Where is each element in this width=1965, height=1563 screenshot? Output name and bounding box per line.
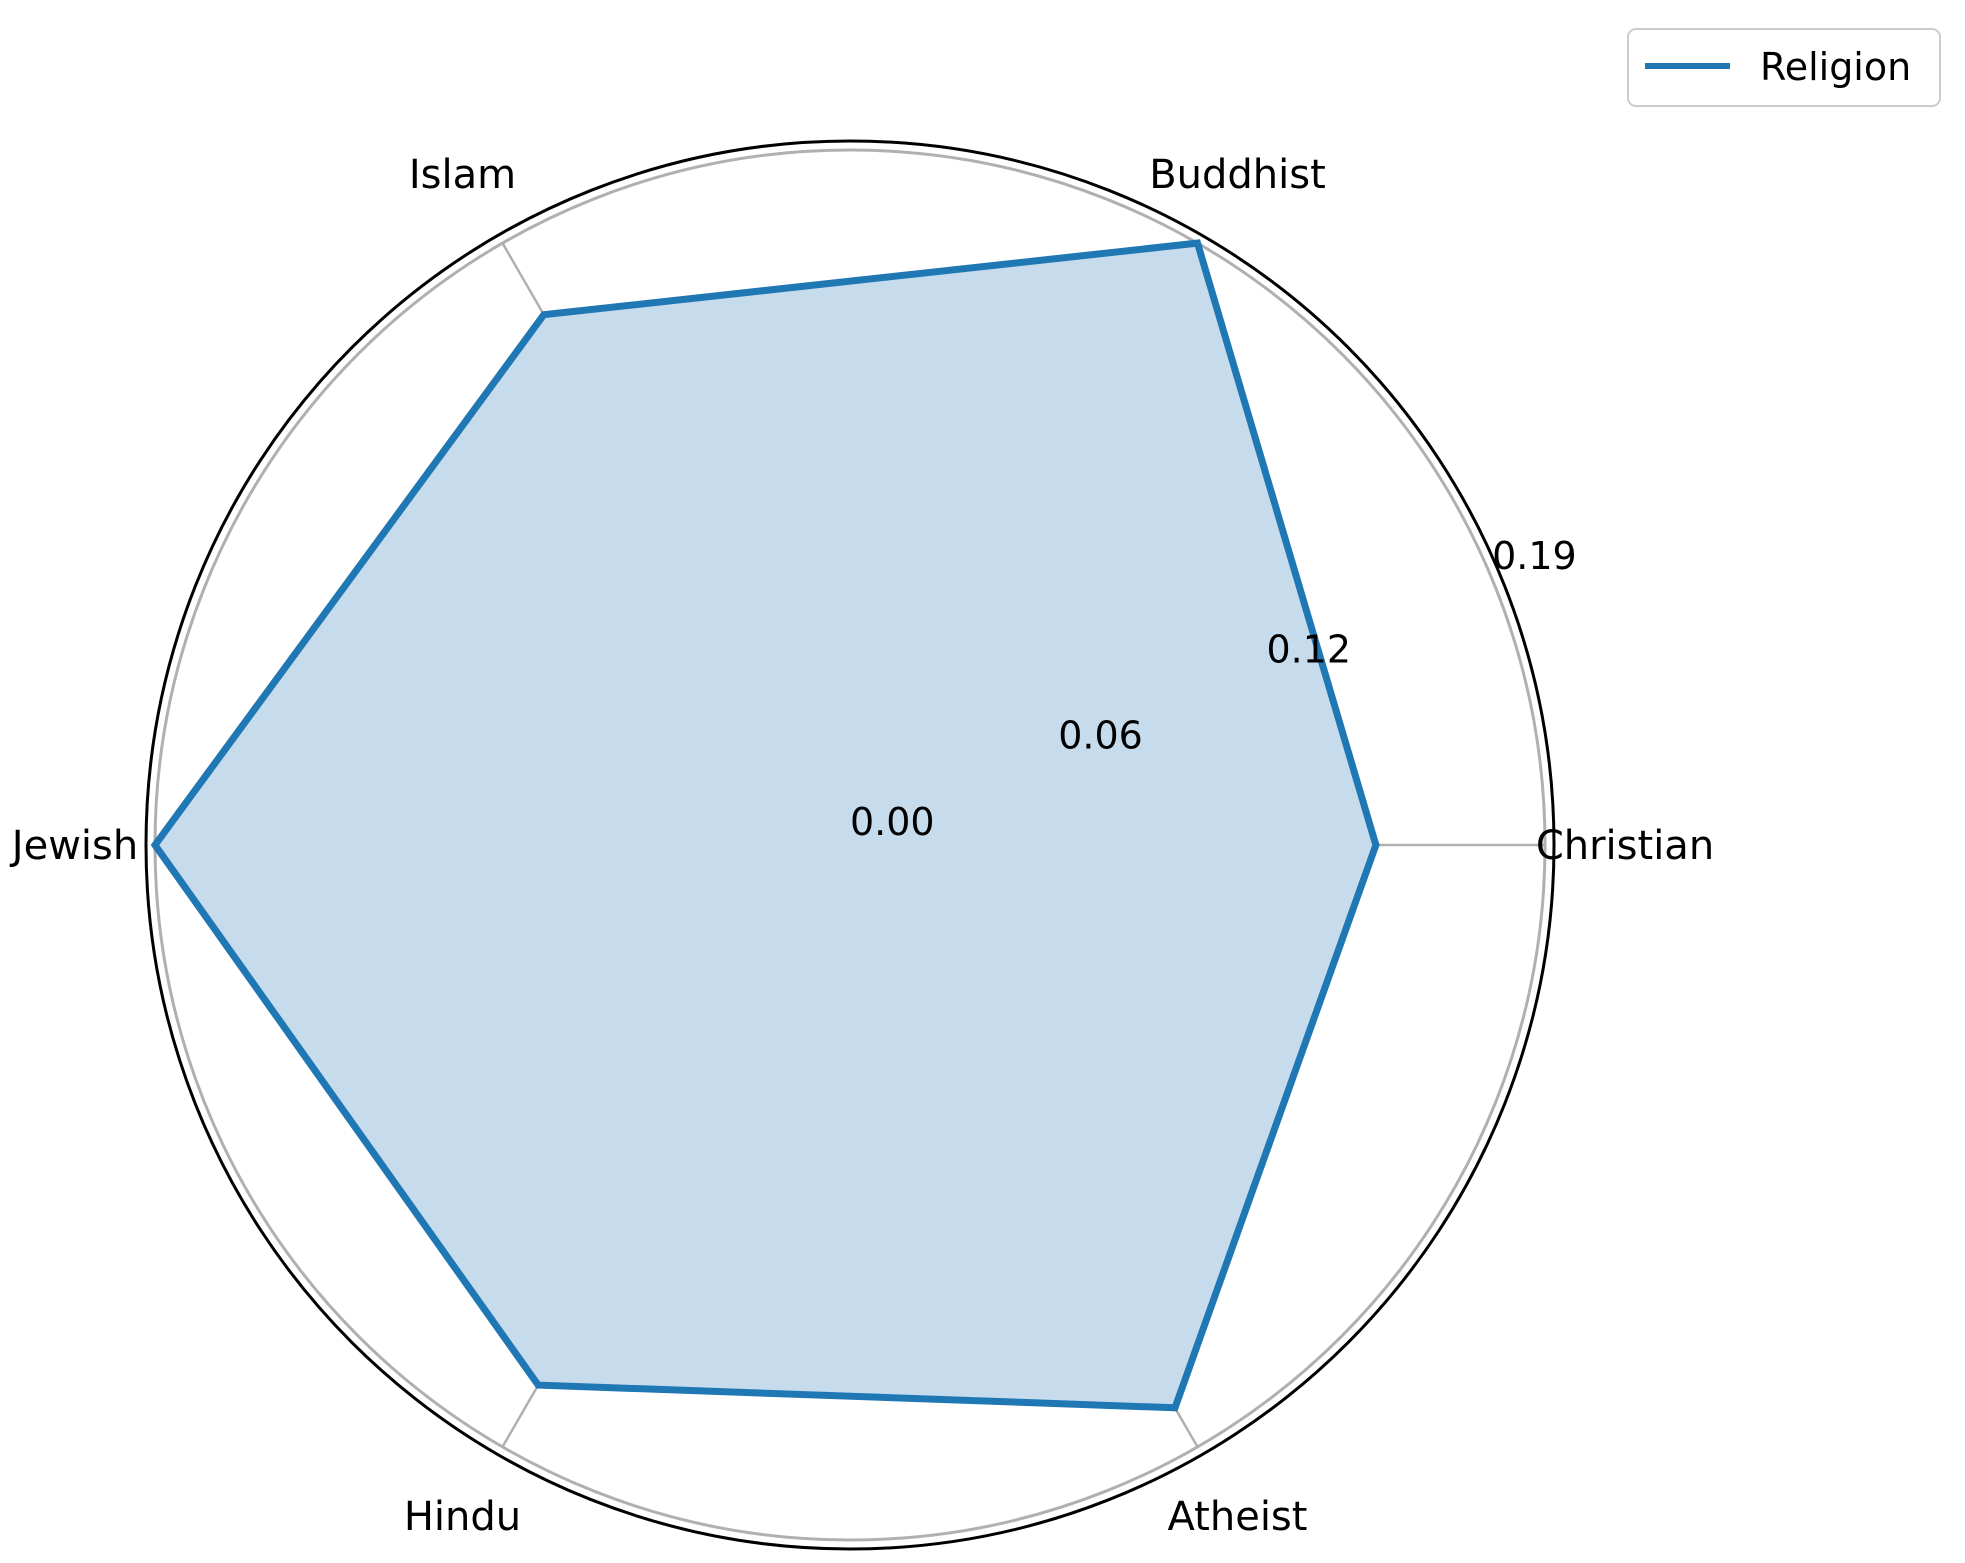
legend-label: Religion: [1760, 45, 1911, 89]
r-tick-label: 0.00: [850, 800, 935, 844]
category-label-atheist: Atheist: [1168, 1494, 1308, 1540]
polar-frame: [144, 139, 1556, 1551]
legend-box: [1627, 28, 1941, 107]
category-label-islam: Islam: [409, 152, 516, 198]
series-fill-religion: [155, 243, 1376, 1408]
category-label-hindu: Hindu: [404, 1494, 521, 1540]
category-label-christian: Christian: [1536, 823, 1714, 869]
legend: Religion: [1627, 28, 1941, 107]
r-tick-label: 0.06: [1058, 714, 1143, 758]
r-tick-label: 0.19: [1492, 534, 1577, 578]
r-tick-label: 0.12: [1266, 627, 1351, 671]
series-line-religion: [150, 239, 1380, 1412]
category-label-jewish: Jewish: [9, 823, 138, 869]
label-layer: 0.00 0.06 0.12 0.19 Christian Buddhist Islam Je…: [9, 152, 1714, 1540]
data-layer: [150, 239, 1380, 1412]
category-label-buddhist: Buddhist: [1149, 152, 1326, 198]
